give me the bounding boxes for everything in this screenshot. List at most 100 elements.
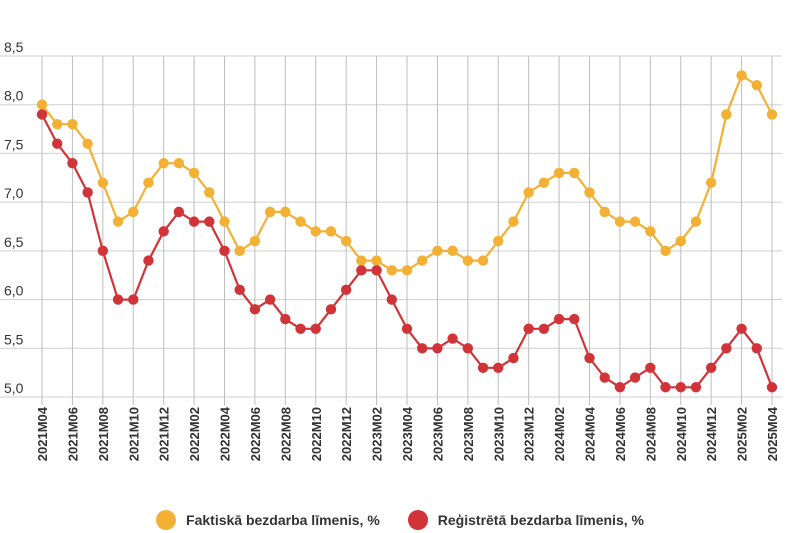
data-point-series-0 xyxy=(401,265,413,276)
data-point-series-1 xyxy=(386,294,397,305)
data-point-series-0 xyxy=(736,70,747,81)
x-tick-label: 2025M02 xyxy=(735,407,750,461)
data-point-series-0 xyxy=(340,235,352,247)
data-point-series-0 xyxy=(234,245,245,257)
data-point-series-0 xyxy=(538,177,550,188)
data-point-series-1 xyxy=(432,343,443,354)
data-point-series-1 xyxy=(295,323,306,334)
unemployment-line-chart: 8,58,07,57,06,56,05,55,0 2021M04 2021M06 2… xyxy=(0,39,782,461)
data-point-series-1 xyxy=(629,372,641,383)
y-tick-label: 5,0 xyxy=(4,380,24,396)
data-point-series-1 xyxy=(173,206,185,218)
data-point-series-1 xyxy=(523,323,534,334)
data-point-series-1 xyxy=(340,284,352,296)
data-point-series-1 xyxy=(52,138,63,149)
data-point-series-0 xyxy=(356,255,367,266)
data-point-series-1 xyxy=(401,323,413,334)
x-tick-label: 2024M06 xyxy=(613,407,628,461)
data-point-series-1 xyxy=(249,304,261,315)
data-point-series-1 xyxy=(112,294,124,305)
x-tick-label: 2023M12 xyxy=(522,407,537,461)
data-point-series-0 xyxy=(508,216,519,227)
data-point-series-0 xyxy=(204,187,215,198)
data-point-series-1 xyxy=(280,313,291,325)
data-point-series-0 xyxy=(447,245,458,257)
data-point-series-0 xyxy=(629,216,641,227)
data-point-series-0 xyxy=(584,187,595,198)
x-tick-label: 2024M02 xyxy=(552,407,567,461)
data-point-series-0 xyxy=(417,255,428,266)
data-point-series-0 xyxy=(173,157,185,169)
data-point-series-0 xyxy=(264,206,276,218)
data-point-series-1 xyxy=(553,313,565,325)
data-point-series-0 xyxy=(325,226,337,237)
data-point-series-1 xyxy=(569,313,580,325)
data-point-series-0 xyxy=(553,167,565,179)
data-point-series-1 xyxy=(325,304,337,315)
data-point-series-1 xyxy=(310,323,321,334)
data-point-series-1 xyxy=(508,352,519,364)
data-point-series-0 xyxy=(112,216,124,227)
legend-marker-faktiska xyxy=(156,510,177,530)
data-point-series-0 xyxy=(188,167,200,179)
data-point-series-1 xyxy=(477,362,489,373)
data-point-series-1 xyxy=(158,226,169,237)
data-point-series-0 xyxy=(295,216,306,227)
data-point-series-1 xyxy=(690,382,702,393)
data-point-series-0 xyxy=(721,109,732,120)
data-point-series-0 xyxy=(219,216,230,227)
data-point-series-1 xyxy=(188,216,200,227)
x-tick-label: 2022M10 xyxy=(309,407,324,461)
x-tick-label: 2024M12 xyxy=(704,407,719,461)
data-point-series-1 xyxy=(204,216,215,227)
data-point-series-1 xyxy=(417,343,428,354)
y-tick-label: 8,0 xyxy=(4,88,24,104)
x-tick-label: 2024M08 xyxy=(643,407,658,461)
data-point-series-1 xyxy=(766,382,778,393)
x-tick-label: 2021M08 xyxy=(96,407,111,461)
data-point-series-0 xyxy=(599,206,610,218)
data-point-series-0 xyxy=(432,245,443,257)
data-point-series-0 xyxy=(675,235,686,247)
x-tick-label: 2022M04 xyxy=(218,406,233,461)
y-tick-label: 6,5 xyxy=(4,234,24,250)
data-point-series-1 xyxy=(751,343,762,354)
data-point-series-0 xyxy=(493,235,504,247)
data-point-series-0 xyxy=(766,109,778,120)
x-tick-label: 2022M02 xyxy=(187,407,202,461)
data-point-series-1 xyxy=(356,265,367,276)
data-point-series-1 xyxy=(447,333,458,344)
data-point-series-1 xyxy=(128,294,139,305)
x-axis-tick-labels: 2021M04 2021M06 2021M08 2021M10 2021M12 2022M… xyxy=(35,406,780,461)
data-point-series-0 xyxy=(705,177,717,188)
data-point-series-1 xyxy=(493,362,504,373)
data-point-series-0 xyxy=(477,255,489,266)
data-point-series-1 xyxy=(721,343,732,354)
y-axis-tick-labels: 8,5 8,0 7,5 7,0 6,5 6,0 5,5 5,0 xyxy=(4,39,24,396)
x-tick-label: 2021M06 xyxy=(65,407,80,461)
data-point-series-0 xyxy=(310,226,321,237)
data-point-series-0 xyxy=(249,235,261,247)
data-point-series-0 xyxy=(280,206,291,218)
x-tick-label: 2021M10 xyxy=(126,407,141,461)
y-tick-label: 7,5 xyxy=(4,136,24,152)
data-point-series-0 xyxy=(371,255,382,266)
data-point-series-0 xyxy=(158,157,169,169)
data-point-series-0 xyxy=(82,138,93,149)
data-point-series-1 xyxy=(538,323,550,334)
x-tick-label: 2025M04 xyxy=(765,406,780,461)
vertical-gridlines xyxy=(41,56,773,405)
data-point-series-1 xyxy=(97,245,109,257)
series-points xyxy=(36,70,778,393)
legend-item-registreta: Reģistrētā bezdarba līmenis, % xyxy=(407,510,644,530)
data-point-series-0 xyxy=(569,167,580,179)
x-tick-label: 2024M10 xyxy=(674,407,689,461)
legend-marker-registreta xyxy=(407,510,428,530)
data-point-series-1 xyxy=(82,187,93,198)
legend-item-faktiska: Faktiskā bezdarba līmenis, % xyxy=(156,510,380,530)
data-point-series-1 xyxy=(219,245,230,257)
data-point-series-1 xyxy=(234,284,245,296)
data-point-series-0 xyxy=(751,80,762,91)
y-tick-label: 8,5 xyxy=(4,39,24,55)
data-point-series-0 xyxy=(462,255,474,266)
